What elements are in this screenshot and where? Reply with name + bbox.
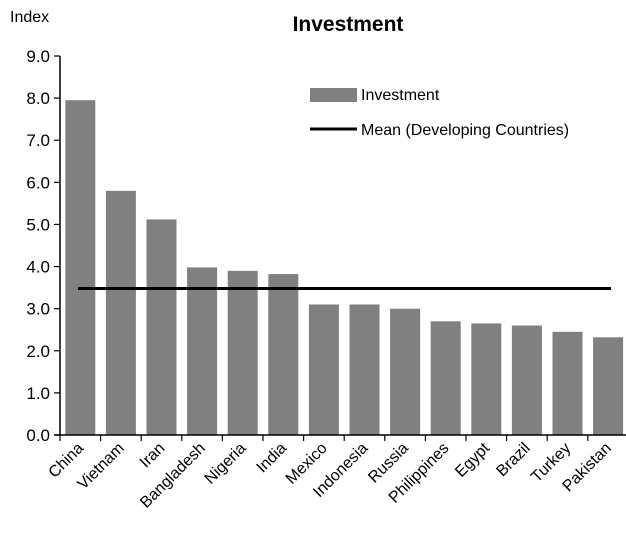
- legend-swatch-investment: [310, 88, 357, 102]
- plot-area: 0.01.02.03.04.05.06.07.08.09.0ChinaVietn…: [26, 47, 626, 512]
- y-tick-label: 0.0: [26, 426, 50, 445]
- bar-pakistan: [593, 337, 624, 435]
- legend-label-investment: Investment: [361, 87, 440, 104]
- legend: Investment Mean (Developing Countries): [310, 87, 569, 139]
- x-tick-label: India: [254, 440, 291, 477]
- bar-egypt: [471, 323, 502, 435]
- x-tick-label: Nigeria: [202, 440, 250, 488]
- bar-bangladesh: [187, 267, 218, 435]
- bar-iran: [146, 219, 177, 435]
- y-tick-label: 2.0: [26, 342, 50, 361]
- bar-mexico: [308, 304, 339, 435]
- bar-russia: [390, 308, 421, 435]
- bar-indonesia: [349, 304, 380, 435]
- y-tick-label: 8.0: [26, 89, 50, 108]
- legend-label-mean: Mean (Developing Countries): [361, 122, 569, 139]
- bar-brazil: [511, 325, 542, 435]
- bar-turkey: [552, 331, 583, 435]
- bar-china: [65, 100, 96, 435]
- x-tick-label: Iran: [137, 440, 169, 472]
- y-tick-label: 9.0: [26, 47, 50, 66]
- y-tick-label: 7.0: [26, 131, 50, 150]
- chart-title: Investment: [293, 13, 404, 36]
- x-tick-label: Egypt: [452, 439, 493, 480]
- bar-philippines: [430, 321, 461, 435]
- y-tick-label: 4.0: [26, 258, 50, 277]
- bar-nigeria: [227, 270, 258, 435]
- y-tick-label: 3.0: [26, 300, 50, 319]
- bar-india: [268, 274, 299, 435]
- bar-vietnam: [105, 190, 136, 435]
- y-tick-label: 1.0: [26, 384, 50, 403]
- y-tick-label: 5.0: [26, 215, 50, 234]
- y-axis-label: Index: [10, 9, 49, 26]
- y-tick-label: 6.0: [26, 173, 50, 192]
